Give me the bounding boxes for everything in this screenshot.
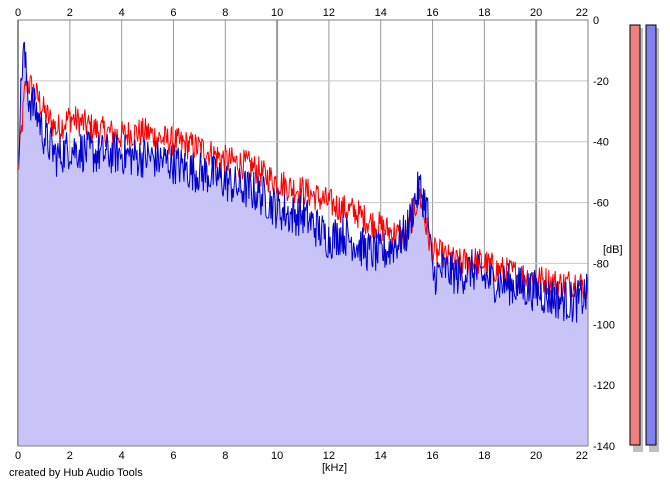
x-tick-top-6: 12 [323, 7, 335, 19]
x-axis-bottom: 0 2 4 6 8 10 12 14 16 18 20 22 [15, 450, 588, 462]
x-tick-top-4: 8 [222, 7, 228, 19]
x-tick-bottom-0: 0 [15, 450, 21, 462]
x-tick-top-11: 22 [576, 7, 588, 19]
level-meters [629, 24, 659, 452]
x-tick-bottom-7: 14 [375, 450, 387, 462]
y-axis-label: [dB] [603, 244, 623, 256]
y-tick-1: -20 [593, 76, 609, 88]
y-tick-6: -120 [593, 380, 615, 392]
x-axis-top: 0 2 4 6 8 10 12 14 16 18 20 22 [15, 7, 588, 19]
x-tick-bottom-10: 20 [530, 450, 542, 462]
x-tick-bottom-4: 8 [222, 450, 228, 462]
x-tick-bottom-11: 22 [576, 450, 588, 462]
series-line-1 [17, 41, 589, 323]
x-tick-bottom-1: 2 [67, 450, 73, 462]
plot-frame [17, 19, 589, 447]
x-tick-bottom-2: 4 [119, 450, 125, 462]
x-tick-bottom-8: 16 [426, 450, 438, 462]
x-axis-label: [kHz] [322, 462, 347, 474]
x-tick-top-8: 16 [426, 7, 438, 19]
x-tick-top-1: 2 [67, 7, 73, 19]
y-axis-right: 0 -20 -40 -60 -80 -100 -120 -140 [593, 15, 615, 453]
x-tick-top-7: 14 [375, 7, 387, 19]
y-tick-4: -80 [593, 258, 609, 270]
spectrum-fill-area [18, 42, 588, 446]
meter-1 [645, 24, 657, 446]
y-tick-7: -140 [593, 441, 615, 453]
x-tick-bottom-9: 18 [478, 450, 490, 462]
meter-0 [629, 24, 641, 446]
y-tick-0: 0 [593, 15, 599, 27]
x-tick-top-0: 0 [15, 7, 21, 19]
x-tick-bottom-5: 10 [271, 450, 283, 462]
series-lines [17, 41, 589, 323]
x-tick-bottom-6: 12 [323, 450, 335, 462]
x-tick-top-2: 4 [119, 7, 125, 19]
x-tick-top-3: 6 [170, 7, 176, 19]
y-tick-2: -40 [593, 137, 609, 149]
x-tick-top-9: 18 [478, 7, 490, 19]
x-tick-top-5: 10 [271, 7, 283, 19]
y-tick-5: -100 [593, 319, 615, 331]
x-tick-top-10: 20 [530, 7, 542, 19]
credit-text: created by Hub Audio Tools [9, 467, 143, 479]
y-tick-3: -60 [593, 198, 609, 210]
x-tick-bottom-3: 6 [170, 450, 176, 462]
